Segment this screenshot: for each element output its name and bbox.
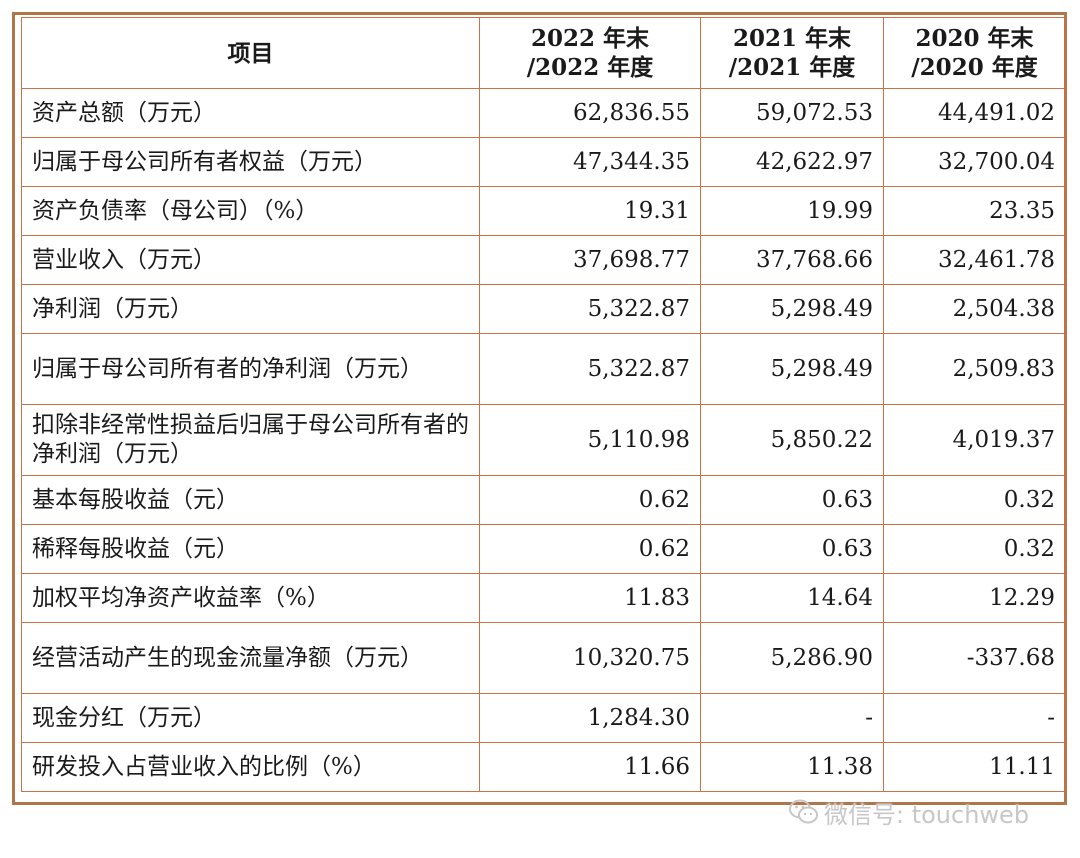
- row-value-2020: 32,461.78: [883, 235, 1066, 285]
- table-row: 基本每股收益（元） 0.62 0.63 0.32: [21, 475, 1066, 525]
- row-value-2022: 5,322.87: [479, 284, 701, 334]
- row-label: 经营活动产生的现金流量净额（万元）: [21, 622, 480, 694]
- header-2020: 2020 年末 /2020 年度: [883, 17, 1066, 89]
- table-row: 现金分红（万元） 1,284.30- -: [21, 693, 1066, 743]
- row-value-2021: 5,850.22: [700, 404, 884, 476]
- row-value-2022: 62,836.55: [479, 88, 701, 138]
- row-value-2020: 2,504.38: [883, 284, 1066, 334]
- row-label: 现金分红（万元）: [21, 693, 480, 743]
- row-value-2022: 37,698.77: [479, 235, 701, 285]
- row-label: 营业收入（万元）: [21, 235, 480, 285]
- header-2021: 2021 年末 /2021 年度: [700, 17, 884, 89]
- row-value-2020: -337.68: [883, 622, 1066, 694]
- row-value-2021: 42,622.97: [700, 137, 884, 187]
- row-value-2021: 0.63: [700, 524, 884, 574]
- row-label: 归属于母公司所有者权益（万元）: [21, 137, 480, 187]
- table-row: 稀释每股收益（元） 0.62 0.63 0.32: [21, 524, 1066, 574]
- row-value-2021: 5,298.49: [700, 333, 884, 405]
- row-value-2020: 11.11: [883, 742, 1066, 792]
- row-value-2020: 0.32: [883, 475, 1066, 525]
- table-row: 经营活动产生的现金流量净额（万元） 10,320.75 5,286.90 -337.6…: [21, 622, 1066, 694]
- row-label: 研发投入占营业收入的比例（%）: [21, 742, 480, 792]
- row-value-2020: 4,019.37: [883, 404, 1066, 476]
- row-value-2021: 5,286.90: [700, 622, 884, 694]
- table-row: 扣除非经常性损益后归属于母公司所有者的净利润（万元） 5,110.98 5,850.…: [21, 404, 1066, 476]
- row-value-2020: -: [883, 693, 1066, 743]
- row-value-2022: 0.62: [479, 524, 701, 574]
- row-value-2021: -: [700, 693, 884, 743]
- wechat-icon: [789, 799, 818, 824]
- row-value-2020: 32,700.04: [883, 137, 1066, 187]
- row-value-2021: 11.38: [700, 742, 884, 792]
- row-value-2020: 23.35: [883, 186, 1066, 236]
- row-value-2022: 0.62: [479, 475, 701, 525]
- table-row: 营业收入（万元） 37,698.77 37,768.66 32,461.78: [21, 235, 1066, 285]
- row-value-2022: 47,344.35: [479, 137, 701, 187]
- watermark-text: 微信号: touchweb: [824, 800, 1030, 829]
- row-value-2022: 5,110.98: [479, 404, 701, 476]
- table-header-row: 项目 2022 年末 /2022 年度 2021 年末 /2021 年度 202…: [21, 17, 1066, 89]
- row-value-2021: 5,298.49: [700, 284, 884, 334]
- row-label: 资产负债率（母公司）（%）: [21, 186, 480, 236]
- row-label: 归属于母公司所有者的净利润（万元）: [21, 333, 480, 405]
- row-label: 稀释每股收益（元）: [21, 524, 480, 574]
- row-value-2021: 19.99: [700, 186, 884, 236]
- table-row: 归属于母公司所有者权益（万元） 47,344.35 42,622.97 32,700.…: [21, 137, 1066, 187]
- row-value-2022: 19.31: [479, 186, 701, 236]
- row-value-2021: 37,768.66: [700, 235, 884, 285]
- header-2022: 2022 年末 /2022 年度: [479, 17, 701, 89]
- row-value-2020: 2,509.83: [883, 333, 1066, 405]
- row-value-2021: 0.63: [700, 475, 884, 525]
- row-value-2022: 10,320.75: [479, 622, 701, 694]
- row-label: 净利润（万元）: [21, 284, 480, 334]
- financial-data-table: 项目 2022 年末 /2022 年度 2021 年末 /2021 年度 202…: [21, 17, 1066, 792]
- table-row: 加权平均净资产收益率（%） 11.83 14.64 12.29: [21, 573, 1066, 623]
- row-label: 资产总额（万元）: [21, 88, 480, 138]
- row-value-2022: 11.66: [479, 742, 701, 792]
- row-label: 加权平均净资产收益率（%）: [21, 573, 480, 623]
- wechat-watermark: 微信号: touchweb: [788, 792, 1029, 832]
- table-row: 研发投入占营业收入的比例（%） 11.66 11.38 11.11: [21, 742, 1066, 792]
- row-value-2021: 14.64: [700, 573, 884, 623]
- row-label: 扣除非经常性损益后归属于母公司所有者的净利润（万元）: [21, 404, 480, 476]
- row-value-2022: 1,284.30: [479, 693, 701, 743]
- table-row: 净利润（万元） 5,322.87 5,298.49 2,504.38: [21, 284, 1066, 334]
- row-value-2020: 12.29: [883, 573, 1066, 623]
- header-item: 项目: [21, 17, 480, 89]
- row-value-2022: 5,322.87: [479, 333, 701, 405]
- table-row: 资产负债率（母公司）（%） 19.31 19.99 23.35: [21, 186, 1066, 236]
- row-label: 基本每股收益（元）: [21, 475, 480, 525]
- row-value-2020: 44,491.02: [883, 88, 1066, 138]
- row-value-2020: 0.32: [883, 524, 1066, 574]
- table-row: 归属于母公司所有者的净利润（万元） 5,322.87 5,298.49 2,509.8…: [21, 333, 1066, 405]
- row-value-2022: 11.83: [479, 573, 701, 623]
- row-value-2021: 59,072.53: [700, 88, 884, 138]
- table-row: 资产总额（万元） 62,836.55 59,072.53 44,491.02: [21, 88, 1066, 138]
